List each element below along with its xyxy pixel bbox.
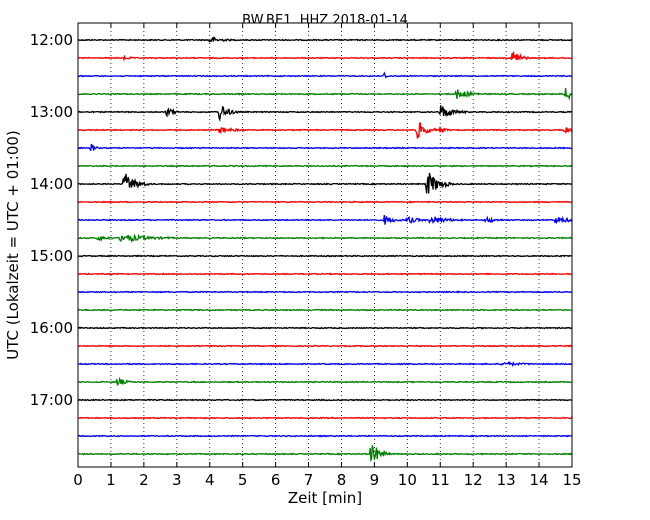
trace-row-10 — [77, 215, 573, 225]
trace-row-3 — [77, 88, 573, 101]
hour-ticks: 12:00 13:00 14:00 15:00 16:00 17:00 — [30, 31, 572, 409]
trace-row-8 — [77, 172, 572, 194]
trace-row-22 — [77, 434, 573, 438]
x-tick-label-6: 6 — [271, 471, 281, 489]
trace-row-15 — [78, 308, 572, 312]
trace-row-7 — [77, 164, 572, 168]
x-tick-label-12: 12 — [464, 471, 483, 489]
x-tick-label-11: 11 — [431, 471, 450, 489]
trace-row-21 — [78, 416, 573, 420]
trace-row-4 — [77, 105, 573, 123]
trace-row-5 — [77, 122, 573, 139]
hour-label-3: 15:00 — [30, 247, 73, 265]
trace-row-14 — [77, 290, 573, 294]
trace-row-16 — [77, 326, 573, 330]
trace-row-0 — [77, 36, 572, 43]
hour-label-4: 16:00 — [30, 319, 73, 337]
trace-row-19 — [77, 376, 573, 386]
trace-row-13 — [78, 272, 573, 276]
x-tick-label-9: 9 — [370, 471, 380, 489]
x-tick-label-8: 8 — [337, 471, 347, 489]
hour-label-1: 13:00 — [30, 103, 73, 121]
y-axis-label: UTC (Lokalzeit = UTC + 01:00) — [4, 130, 22, 360]
trace-row-18 — [77, 360, 573, 368]
trace-row-11 — [77, 233, 573, 244]
trace-row-2 — [77, 71, 573, 79]
x-tick-label-15: 15 — [562, 471, 581, 489]
x-tick-label-4: 4 — [205, 471, 215, 489]
x-tick-label-7: 7 — [304, 471, 314, 489]
trace-row-6 — [77, 143, 573, 151]
plot-frame — [78, 23, 572, 467]
x-axis-ticks: 0 1 2 3 4 5 6 7 8 9 10 11 12 13 14 15 — [73, 23, 582, 489]
x-tick-label-1: 1 — [106, 471, 116, 489]
plot-border — [77, 22, 573, 468]
hour-label-0: 12:00 — [30, 31, 73, 49]
seismogram-traces — [77, 36, 573, 463]
trace-row-20 — [77, 398, 573, 402]
hour-label-2: 14:00 — [30, 175, 73, 193]
trace-row-1 — [78, 51, 573, 62]
trace-row-17 — [78, 344, 573, 348]
x-tick-label-0: 0 — [73, 471, 83, 489]
hour-label-5: 17:00 — [30, 391, 73, 409]
trace-row-23 — [78, 445, 573, 463]
x-tick-label-14: 14 — [530, 471, 549, 489]
x-tick-label-5: 5 — [238, 471, 248, 489]
trace-row-12 — [77, 254, 573, 258]
x-tick-label-13: 13 — [497, 471, 516, 489]
trace-row-9 — [77, 200, 573, 204]
x-tick-label-10: 10 — [398, 471, 417, 489]
x-tick-label-3: 3 — [172, 471, 182, 489]
x-axis-label: Zeit [min] — [288, 489, 362, 507]
x-tick-label-2: 2 — [139, 471, 149, 489]
